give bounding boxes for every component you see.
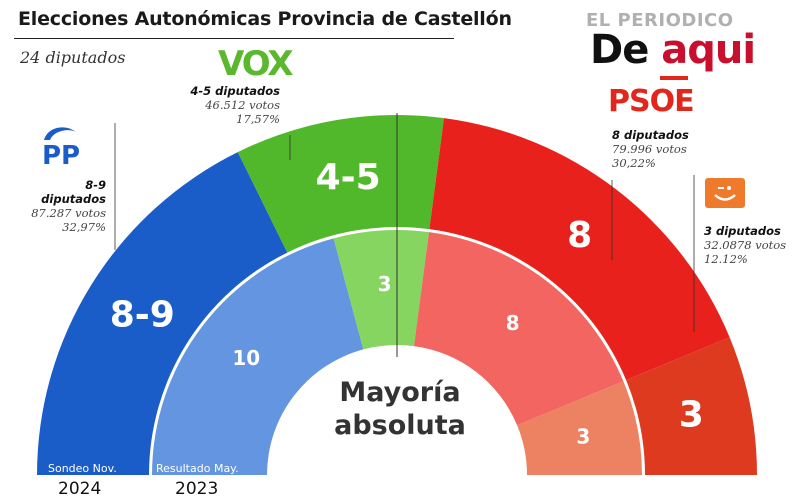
outer-ring-slice-compromís	[626, 337, 757, 475]
outer-ring-label-psoe: 8	[567, 215, 592, 256]
vox-logo: VOX	[218, 44, 294, 84]
annotation-pp-pct: 32,97%	[62, 220, 106, 234]
outer-ring-year: 2024	[58, 479, 102, 499]
inner-ring-slice-psoe	[413, 232, 624, 426]
inner-ring-label-psoe: 8	[506, 311, 520, 335]
annotation-vox-votes: 46.512 votos	[205, 98, 280, 112]
inner-ring-label-pp: 10	[232, 346, 260, 370]
annotation-compromis-pct: 12.12%	[704, 252, 748, 266]
annotation-psoe: 8 diputados 79.996 votos 30,22%	[612, 128, 689, 170]
brand-main-accent: aqui	[661, 27, 756, 73]
annotation-vox: 4-5 diputados 46.512 votos 17,57%	[190, 84, 280, 126]
inner-ring-slice-compromís	[517, 381, 642, 475]
annotation-psoe-pct: 30,22%	[612, 156, 656, 170]
chart-title: Elecciones Autonómicas Provincia de Cast…	[18, 8, 512, 30]
outer-ring-label-compromís: 3	[679, 394, 704, 435]
brand-main-text: De aqui	[590, 30, 786, 70]
smile-icon	[705, 178, 745, 208]
majority-label-line1: Mayoría	[339, 377, 461, 408]
inner-ring-slice-vox	[333, 230, 429, 350]
outer-ring-label-suffix: Nov.	[92, 462, 117, 475]
annotation-compromis: 3 diputados 32.0878 votos 12.12%	[704, 224, 786, 266]
brand-logo: EL PERIODICO De aqui	[586, 10, 786, 71]
chart-subtitle: 24 diputados	[20, 48, 126, 67]
inner-ring-label-compromís: 3	[576, 424, 590, 448]
title-divider	[14, 38, 454, 39]
outer-ring-slice-pp	[37, 152, 288, 476]
majority-label: Mayoría absoluta	[300, 376, 500, 442]
annotation-pp-seats: 8-9 diputados	[41, 178, 106, 206]
inner-ring-caption: Resultado May.	[156, 462, 239, 475]
outer-ring-slice-vox	[237, 115, 444, 253]
annotation-vox-pct: 17,57%	[236, 112, 280, 126]
outer-ring-slice-psoe	[429, 118, 730, 381]
psoe-logo: PSOE	[608, 76, 695, 119]
psoe-logo-bar	[660, 76, 688, 80]
pp-logo-text: PP	[42, 141, 80, 166]
psoe-logo-text: PSOE	[608, 84, 695, 119]
annotation-vox-seats: 4-5 diputados	[190, 84, 280, 98]
annotation-compromis-seats: 3 diputados	[704, 224, 781, 238]
annotation-pp-votes: 87.287 votos	[31, 206, 106, 220]
annotation-compromis-votes: 32.0878 votos	[704, 238, 787, 252]
outer-ring-label-pp: 8-9	[110, 295, 175, 336]
inner-ring-label: Resultado	[156, 462, 211, 475]
annotation-pp: 8-9 diputados 87.287 votos 32,97%	[20, 178, 106, 234]
outer-ring-caption: Sondeo Nov.	[48, 462, 117, 475]
inner-ring-label-suffix: May.	[213, 462, 239, 475]
inner-ring-year: 2023	[175, 479, 219, 499]
inner-ring-slice-pp	[152, 238, 364, 475]
majority-label-line2: absoluta	[334, 410, 466, 441]
brand-top-text: EL PERIODICO	[586, 10, 734, 31]
annotation-psoe-votes: 79.996 votos	[612, 142, 687, 156]
inner-ring-label-vox: 3	[378, 272, 392, 296]
annotation-psoe-seats: 8 diputados	[612, 128, 689, 142]
brand-main-prefix: De	[590, 27, 662, 73]
pp-logo: PP	[42, 127, 80, 166]
outer-ring-label-vox: 4-5	[316, 157, 381, 198]
outer-ring-label: Sondeo	[48, 462, 90, 475]
